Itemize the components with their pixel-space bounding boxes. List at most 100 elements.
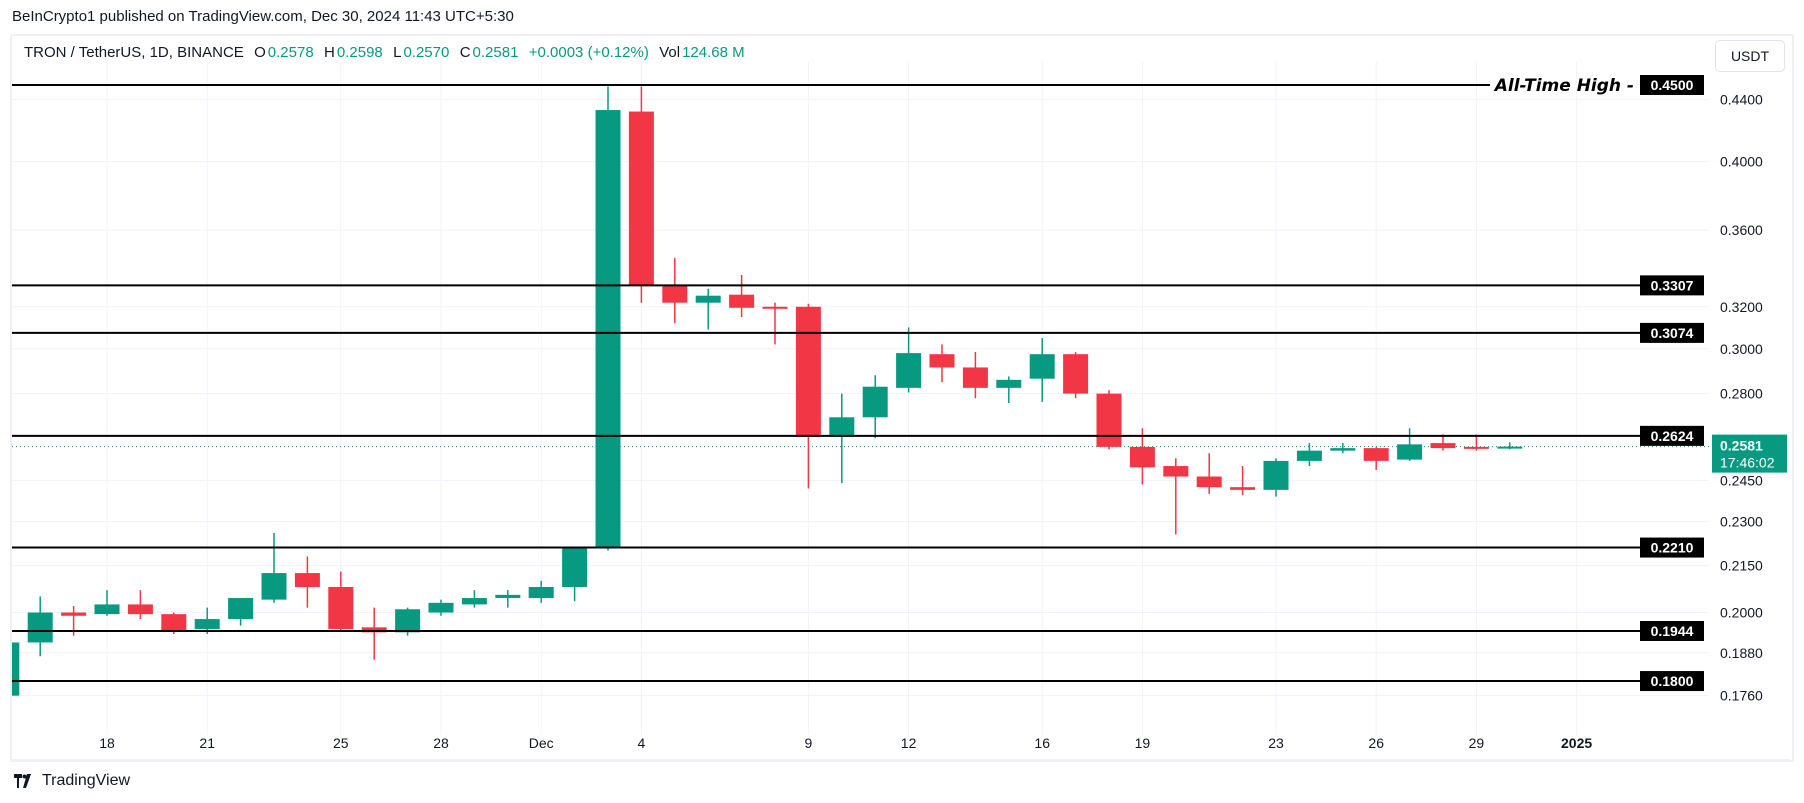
candle-body	[1363, 448, 1389, 461]
level-price-label: 0.1800	[1651, 673, 1694, 689]
y-tick-label: 0.4400	[1720, 92, 1763, 108]
y-tick-label: 0.3200	[1720, 299, 1763, 315]
candle[interactable]	[1163, 458, 1189, 535]
candle[interactable]	[428, 599, 454, 616]
candle-body	[1263, 460, 1289, 490]
candle[interactable]	[829, 393, 855, 484]
candle[interactable]	[896, 327, 922, 393]
candle[interactable]	[1363, 446, 1389, 470]
candle-body	[1196, 476, 1222, 488]
candle-body	[962, 367, 988, 388]
candle-body	[1296, 450, 1322, 461]
candle[interactable]	[1096, 390, 1122, 450]
candle[interactable]	[1263, 458, 1289, 497]
candle[interactable]	[929, 344, 955, 383]
candle-body	[1397, 444, 1423, 460]
candle-body	[829, 417, 855, 437]
candle[interactable]	[261, 533, 287, 603]
x-tick-label: 29	[1469, 735, 1485, 751]
candle-body	[662, 284, 688, 303]
candle[interactable]	[1330, 443, 1356, 454]
candle[interactable]	[695, 288, 721, 330]
currency-button[interactable]: USDT	[1715, 40, 1785, 72]
y-tick-label: 0.3600	[1720, 222, 1763, 238]
candle-body	[896, 353, 922, 388]
candle-body	[461, 598, 487, 605]
candle[interactable]	[1230, 466, 1256, 496]
candle[interactable]	[595, 86, 621, 551]
candle[interactable]	[0, 639, 20, 699]
volume-label: Vol	[659, 44, 681, 61]
candle-body	[12, 642, 20, 696]
all-time-high-annotation: All-Time High -	[1493, 76, 1634, 96]
candle[interactable]	[1129, 428, 1155, 485]
x-tick-label: 4	[638, 735, 646, 751]
candle[interactable]	[795, 303, 821, 489]
candle[interactable]	[962, 352, 988, 399]
candle[interactable]	[1430, 434, 1456, 451]
countdown-label: 17:46:02	[1720, 455, 1775, 471]
candle-body	[361, 627, 387, 633]
candle[interactable]	[862, 375, 888, 439]
candle[interactable]	[1029, 338, 1055, 402]
candle[interactable]	[27, 596, 53, 657]
candle[interactable]	[328, 571, 354, 631]
candle[interactable]	[762, 302, 788, 345]
candle-body	[996, 379, 1022, 388]
candle[interactable]	[1296, 443, 1322, 467]
symbol-name[interactable]: TRON / TetherUS, 1D, BINANCE	[24, 44, 244, 61]
candle[interactable]	[94, 590, 120, 616]
x-tick-label: 16	[1034, 735, 1050, 751]
low-label: L	[393, 44, 402, 61]
x-tick-label: 26	[1368, 735, 1384, 751]
candle[interactable]	[361, 607, 387, 660]
candle-body	[294, 573, 320, 587]
candle[interactable]	[729, 275, 755, 318]
candle-body	[695, 295, 721, 303]
candle-body	[729, 294, 755, 308]
tradingview-logo[interactable]: TradingView	[14, 772, 130, 790]
candle-body	[1463, 446, 1489, 449]
level-price-tag	[1640, 75, 1704, 95]
high-value: 0.2598	[336, 44, 383, 61]
candle[interactable]	[127, 590, 153, 620]
candle[interactable]	[662, 257, 688, 324]
candle-body	[1029, 354, 1055, 379]
candle[interactable]	[996, 376, 1022, 403]
y-tick-label: 0.2800	[1720, 386, 1763, 402]
y-tick-label: 0.2300	[1720, 514, 1763, 530]
high-label: H	[324, 44, 335, 61]
candle[interactable]	[228, 598, 254, 626]
candle[interactable]	[1463, 434, 1489, 451]
candle[interactable]	[1063, 352, 1089, 399]
candle-body	[328, 586, 354, 629]
candle-body	[528, 586, 554, 599]
y-tick-label: 0.4000	[1720, 154, 1763, 170]
x-tick-label: 18	[99, 735, 115, 751]
x-tick-label: 28	[433, 735, 449, 751]
symbol-legend: TRON / TetherUS, 1D, BINANCE O 0.2578 H 0.…	[24, 44, 747, 61]
candle-body	[1330, 448, 1356, 451]
level-price-tag	[1640, 425, 1704, 446]
candle[interactable]	[628, 86, 654, 303]
candle-body	[194, 619, 220, 629]
candle-body	[127, 604, 153, 615]
candle[interactable]	[1196, 453, 1222, 494]
candle[interactable]	[1497, 442, 1523, 450]
candle[interactable]	[461, 590, 487, 608]
candle-body	[428, 602, 454, 613]
candle-body	[495, 594, 521, 599]
candle[interactable]	[528, 580, 554, 603]
candle[interactable]	[562, 547, 588, 602]
candle[interactable]	[294, 556, 320, 608]
candle-body	[1230, 487, 1256, 490]
level-price-label: 0.2624	[1651, 428, 1694, 444]
candle[interactable]	[194, 607, 220, 635]
x-tick-label: 12	[901, 735, 917, 751]
candle-body	[61, 612, 87, 616]
candle[interactable]	[495, 590, 521, 608]
last-price-tag	[1712, 434, 1787, 473]
candle[interactable]	[1397, 428, 1423, 461]
candle-body	[795, 306, 821, 437]
